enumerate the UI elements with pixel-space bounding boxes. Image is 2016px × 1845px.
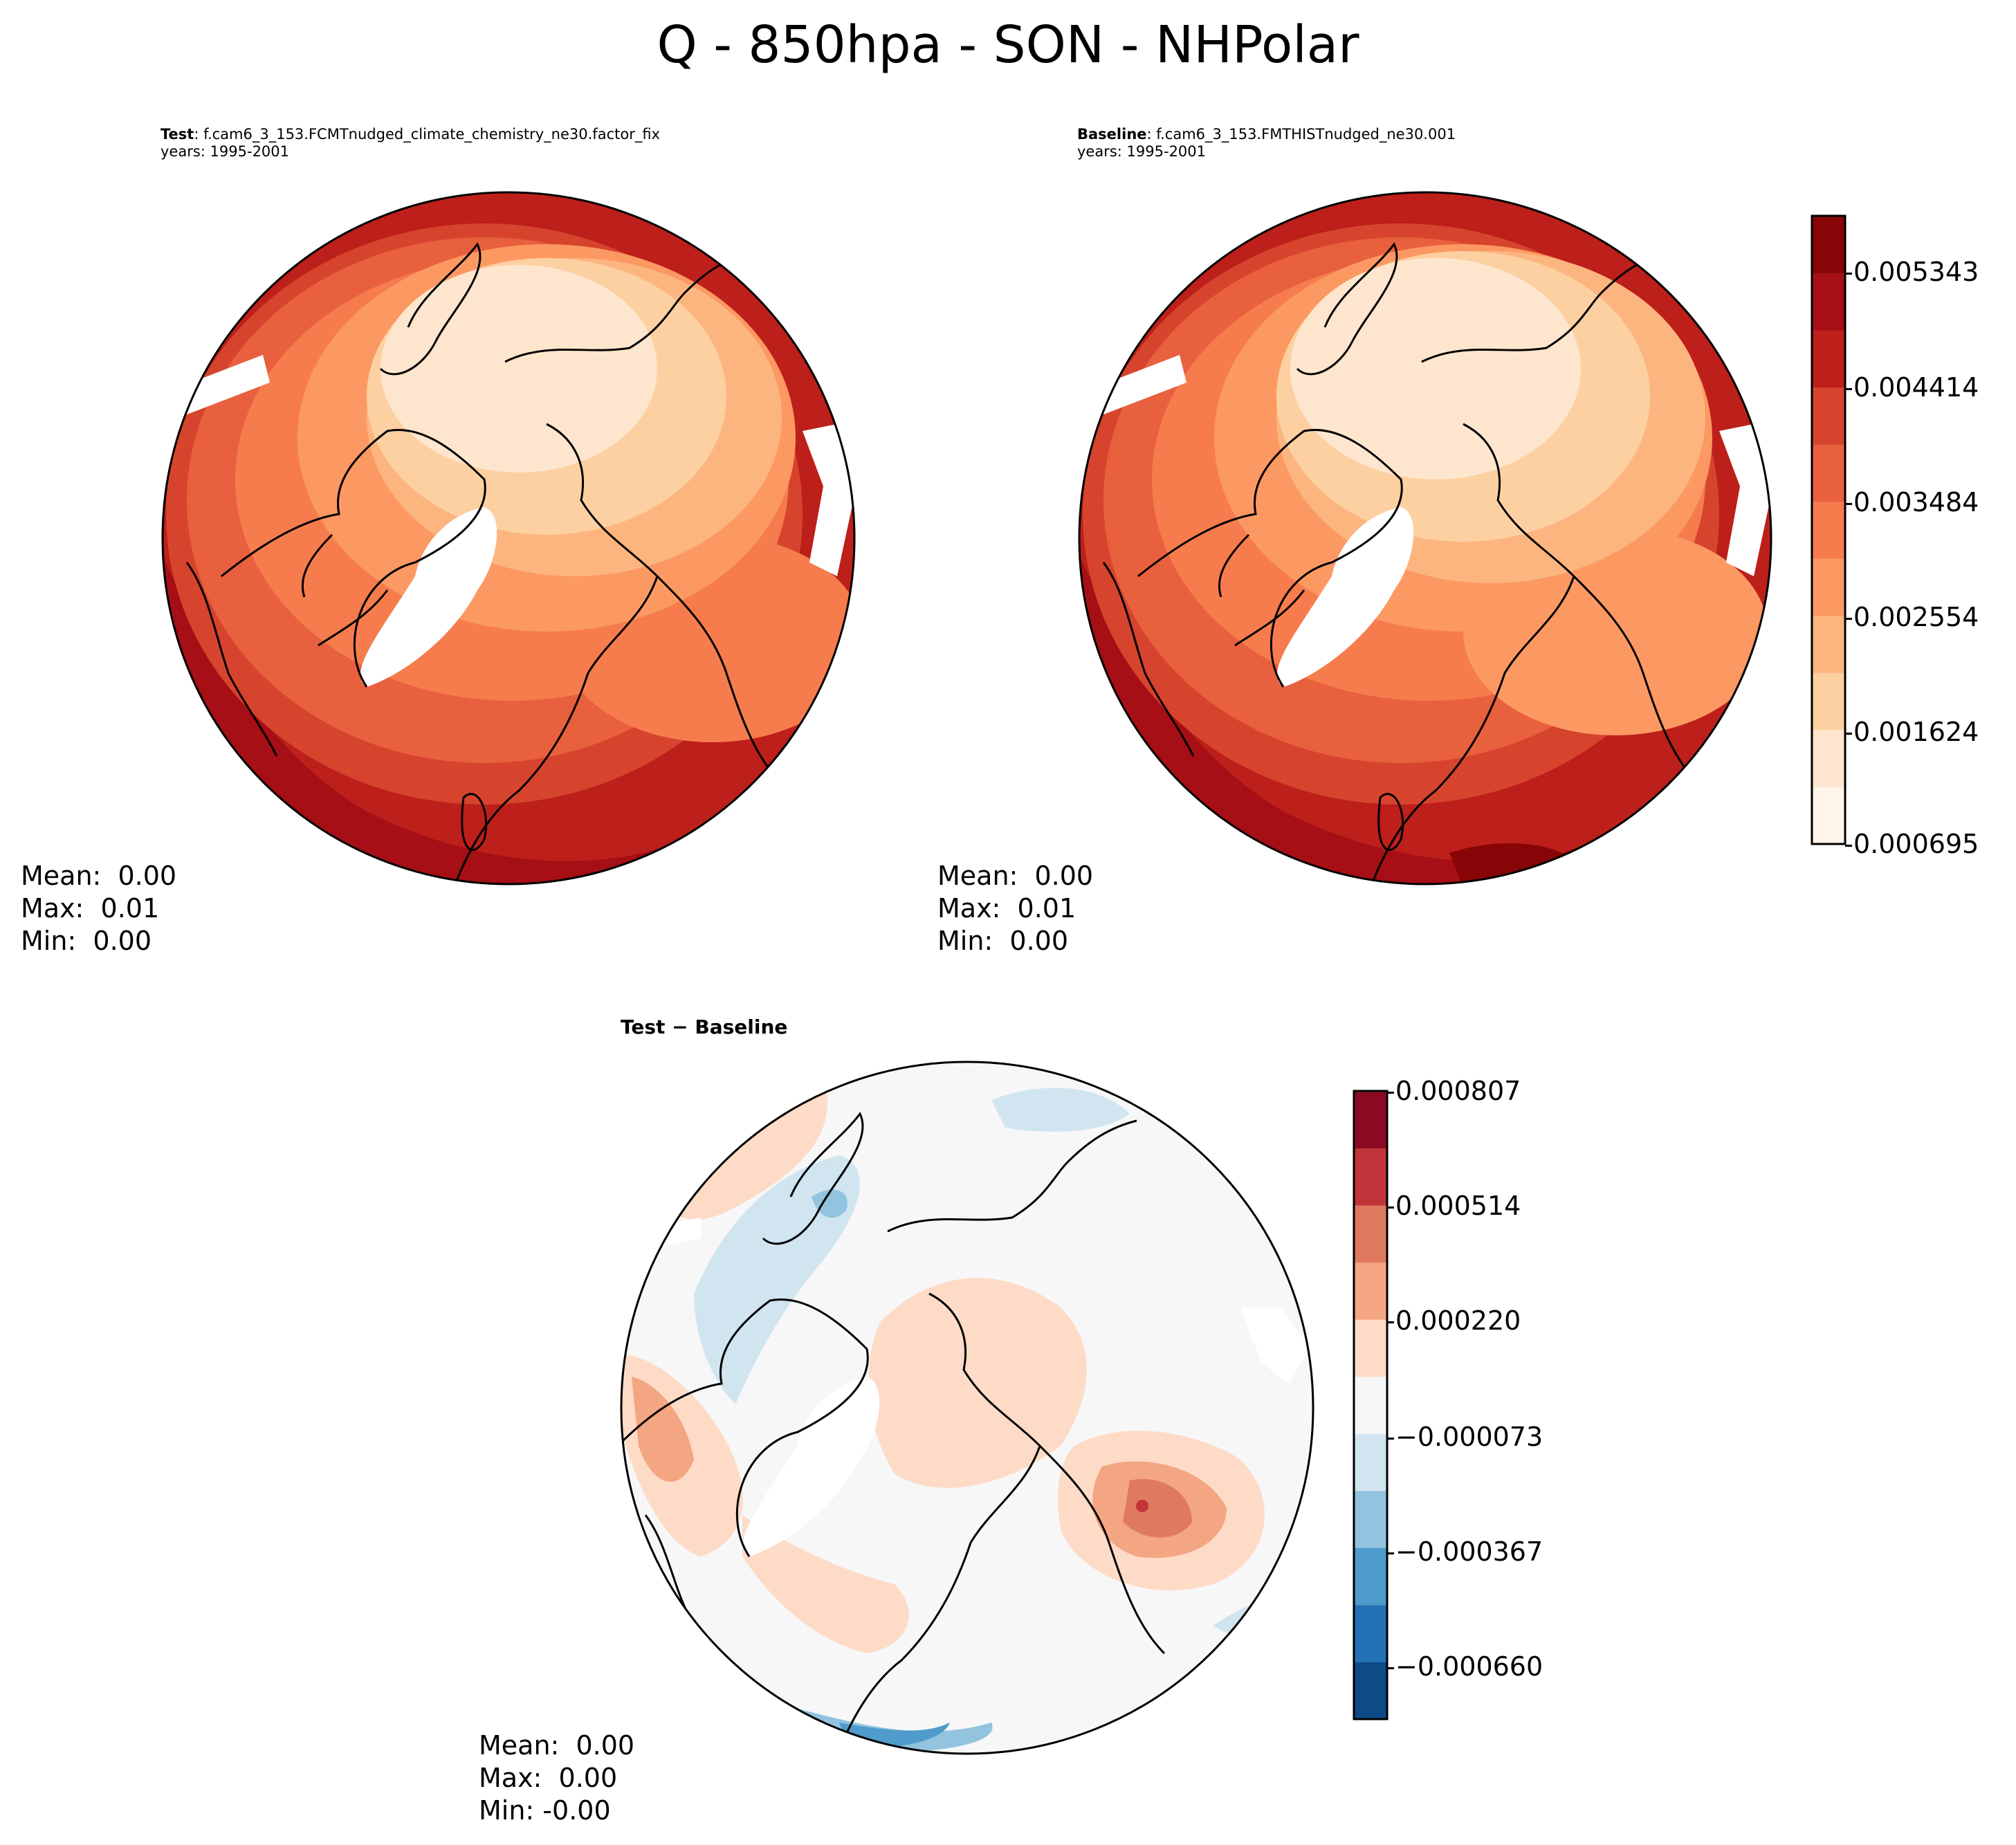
test-stats: Mean: 0.00 Max: 0.01 Min: 0.00 [21,860,176,957]
colorbar-tick-label: 0.000807 [1395,1076,1521,1106]
test-mean: Mean: 0.00 [21,861,177,891]
figure-title: Q - 850hpa - SON - NHPolar [657,15,1359,75]
diff-mean: Mean: 0.00 [479,1730,635,1761]
diff-max: Max: 0.00 [479,1763,618,1793]
diff-polar-map [620,1061,1314,1755]
baseline-years: years: 1995-2001 [1077,143,1207,160]
colorbar-tick-mark [1845,503,1852,505]
colorbar-tick-mark [1387,1667,1394,1669]
colorbar-tick-label: 0.004414 [1853,372,1979,403]
colorbar-tick-mark [1845,273,1852,275]
test-label: Test [161,126,194,143]
colorbar-swatch [1812,501,1845,559]
test-polar-map [161,191,856,885]
colorbar-swatch [1354,1148,1387,1206]
colorbar-tick-label: 0.003484 [1853,487,1979,517]
baseline-max: Max: 0.01 [937,893,1076,924]
colorbar-swatch [1354,1548,1387,1606]
colorbar-tick-mark [1387,1438,1394,1440]
colorbar-frame [1353,1090,1389,1720]
colorbar-swatch [1812,387,1845,445]
colorbar-tick-mark [1387,1321,1394,1323]
colorbar-tick-label: 0.000514 [1395,1191,1521,1221]
colorbar-tick-mark [1387,1206,1394,1209]
colorbar-swatch [1812,216,1845,274]
diff-min: Min: -0.00 [479,1795,611,1826]
baseline-case-name: : f.cam6_3_153.FMTHISTnudged_ne30.001 [1146,126,1456,143]
colorbar-swatch [1354,1376,1387,1434]
colorbar-swatch [1354,1662,1387,1720]
colorbar-tick-label: −0.000073 [1395,1422,1543,1452]
test-years: years: 1995-2001 [161,143,290,160]
baseline-polar-map [1078,191,1772,885]
colorbar-swatch [1354,1205,1387,1263]
baseline-min: Min: 0.00 [937,926,1068,956]
main-colorbar [1811,214,1847,845]
colorbar-swatch [1354,1091,1387,1149]
colorbar-tick-mark [1845,618,1852,620]
colorbar-tick-mark [1845,845,1852,847]
test-min: Min: 0.00 [21,926,152,956]
colorbar-tick-label: 0.005343 [1853,257,1979,287]
colorbar-swatch [1354,1433,1387,1491]
baseline-panel-title: Baseline: f.cam6_3_153.FMTHISTnudged_ne3… [1077,126,1456,160]
colorbar-swatch [1354,1604,1387,1662]
colorbar-tick-mark [1387,1552,1394,1554]
colorbar-swatch [1354,1262,1387,1320]
diff-colorbar [1353,1090,1389,1720]
diff-panel-title: Test − Baseline [621,1016,788,1038]
colorbar-swatch [1812,444,1845,502]
colorbar-tick-label: 0.001624 [1853,717,1979,747]
colorbar-tick-label: 0.002554 [1853,602,1979,632]
colorbar-tick-mark [1845,733,1852,735]
colorbar-tick-label: −0.000367 [1395,1536,1543,1567]
colorbar-swatch [1812,672,1845,731]
colorbar-tick-mark [1845,388,1852,390]
colorbar-swatch [1812,729,1845,787]
baseline-mean: Mean: 0.00 [937,861,1094,891]
colorbar-swatch [1812,273,1845,331]
baseline-label: Baseline [1077,126,1147,143]
colorbar-swatch [1812,787,1845,845]
test-panel-title: Test: f.cam6_3_153.FCMTnudged_climate_ch… [161,126,660,160]
colorbar-tick-label: 0.000695 [1853,829,1979,859]
colorbar-tick-label: 0.000220 [1395,1305,1521,1336]
colorbar-swatch [1812,330,1845,388]
colorbar-swatch [1354,1319,1387,1377]
test-max: Max: 0.01 [21,893,160,924]
diff-stats: Mean: 0.00 Max: 0.00 Min: -0.00 [479,1729,634,1827]
colorbar-swatch [1812,615,1845,673]
colorbar-tick-mark [1387,1092,1394,1094]
colorbar-swatch [1812,558,1845,616]
colorbar-frame [1811,214,1847,845]
colorbar-swatch [1354,1490,1387,1548]
test-case-name: : f.cam6_3_153.FCMTnudged_climate_chemis… [194,126,660,143]
colorbar-tick-label: −0.000660 [1395,1651,1543,1682]
baseline-stats: Mean: 0.00 Max: 0.01 Min: 0.00 [937,860,1093,957]
